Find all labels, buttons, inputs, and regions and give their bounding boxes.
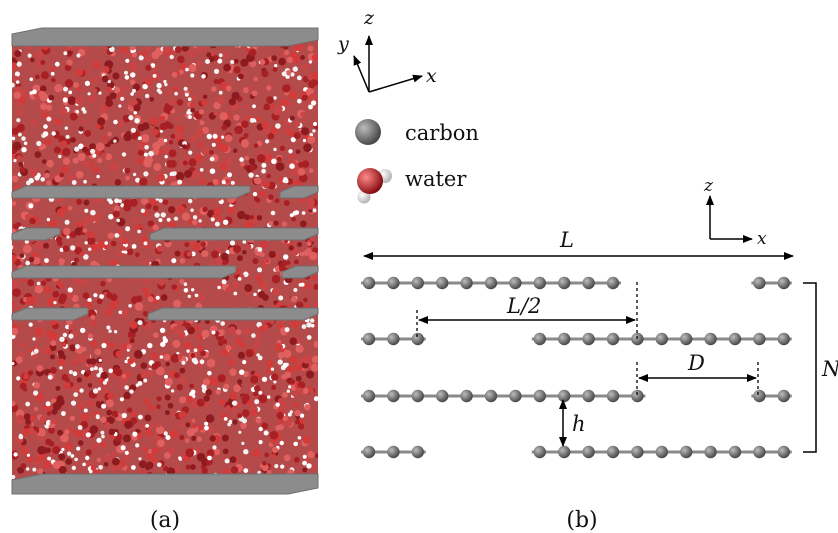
axis-x-label: x [426, 65, 437, 87]
carbon-atom [582, 332, 595, 346]
carbon-atom [484, 276, 498, 290]
carbon-atom [680, 332, 693, 346]
legend-water-label: water [405, 167, 467, 191]
axis2-z-label: z [703, 176, 714, 196]
carbon-atom [558, 276, 571, 290]
offset-label: D [687, 351, 705, 375]
carbon-atom-icon [355, 119, 381, 145]
carbon-atom [753, 445, 766, 459]
carbon-atom [704, 445, 717, 459]
carbon-atom [411, 445, 424, 459]
carbon-atom [484, 389, 498, 403]
offset-arrow [636, 362, 759, 396]
simulation-snapshot [11, 27, 319, 495]
axis-z-label: z [363, 7, 375, 29]
half-length-label: L/2 [506, 294, 541, 318]
graphene-layers [361, 276, 792, 459]
carbon-atom [411, 389, 424, 403]
length-label: L [559, 228, 574, 252]
axes-3d-icon [353, 35, 423, 93]
carbon-atom [777, 332, 790, 346]
carbon-atom [753, 332, 766, 346]
layers-bracket [803, 282, 817, 453]
carbon-atom [655, 445, 668, 459]
carbon-atom [387, 445, 400, 459]
carbon-atom [777, 276, 790, 290]
carbon-atom [533, 445, 546, 459]
panel-a-caption: (a) [150, 508, 180, 533]
carbon-atom [606, 389, 620, 403]
carbon-atom [387, 276, 400, 290]
carbon-atom [436, 276, 449, 290]
half-length-arrow [416, 282, 638, 340]
carbon-atom [533, 276, 546, 290]
panel-b-caption: (b) [566, 508, 597, 533]
carbon-atom [631, 389, 644, 403]
axes-2d-icon [706, 195, 753, 243]
carbon-atom [606, 276, 620, 290]
carbon-atom [582, 389, 595, 403]
carbon-atom [704, 332, 717, 346]
carbon-atom [606, 445, 620, 459]
carbon-atom [411, 276, 424, 290]
legend-carbon-label: carbon [405, 121, 479, 145]
carbon-atom [533, 332, 546, 346]
carbon-atom [411, 332, 424, 346]
carbon-atom [362, 445, 376, 459]
carbon-atom [655, 332, 668, 346]
carbon-atom [362, 332, 376, 346]
carbon-atom [582, 445, 595, 459]
carbon-atom [777, 445, 790, 459]
carbon-atom [606, 332, 620, 346]
axis-y-label: y [337, 33, 349, 55]
carbon-atom [460, 389, 473, 403]
graphene-sheets [11, 27, 319, 495]
water-molecule-icon [357, 168, 392, 204]
spacing-label: h [572, 412, 586, 436]
carbon-atom [680, 445, 693, 459]
carbon-atom [509, 276, 522, 290]
carbon-atom [533, 389, 546, 403]
layers-count-label: N [821, 357, 838, 381]
carbon-atom [558, 332, 571, 346]
carbon-atom [558, 389, 571, 403]
legend: carbon water [355, 119, 479, 204]
carbon-atom [362, 276, 376, 290]
carbon-atom [728, 332, 742, 346]
carbon-atom [582, 276, 595, 290]
axis2-x-label: x [757, 229, 767, 249]
carbon-atom [753, 276, 766, 290]
carbon-atom [387, 389, 400, 403]
carbon-atom [387, 332, 400, 346]
carbon-atom [631, 445, 644, 459]
carbon-atom [558, 445, 571, 459]
carbon-atom [777, 389, 790, 403]
carbon-atom [509, 389, 522, 403]
carbon-atom [362, 389, 376, 403]
carbon-atom [436, 389, 449, 403]
carbon-atom [460, 276, 473, 290]
carbon-atom [753, 389, 766, 403]
carbon-atom [728, 445, 742, 459]
water-molecules [12, 34, 318, 484]
